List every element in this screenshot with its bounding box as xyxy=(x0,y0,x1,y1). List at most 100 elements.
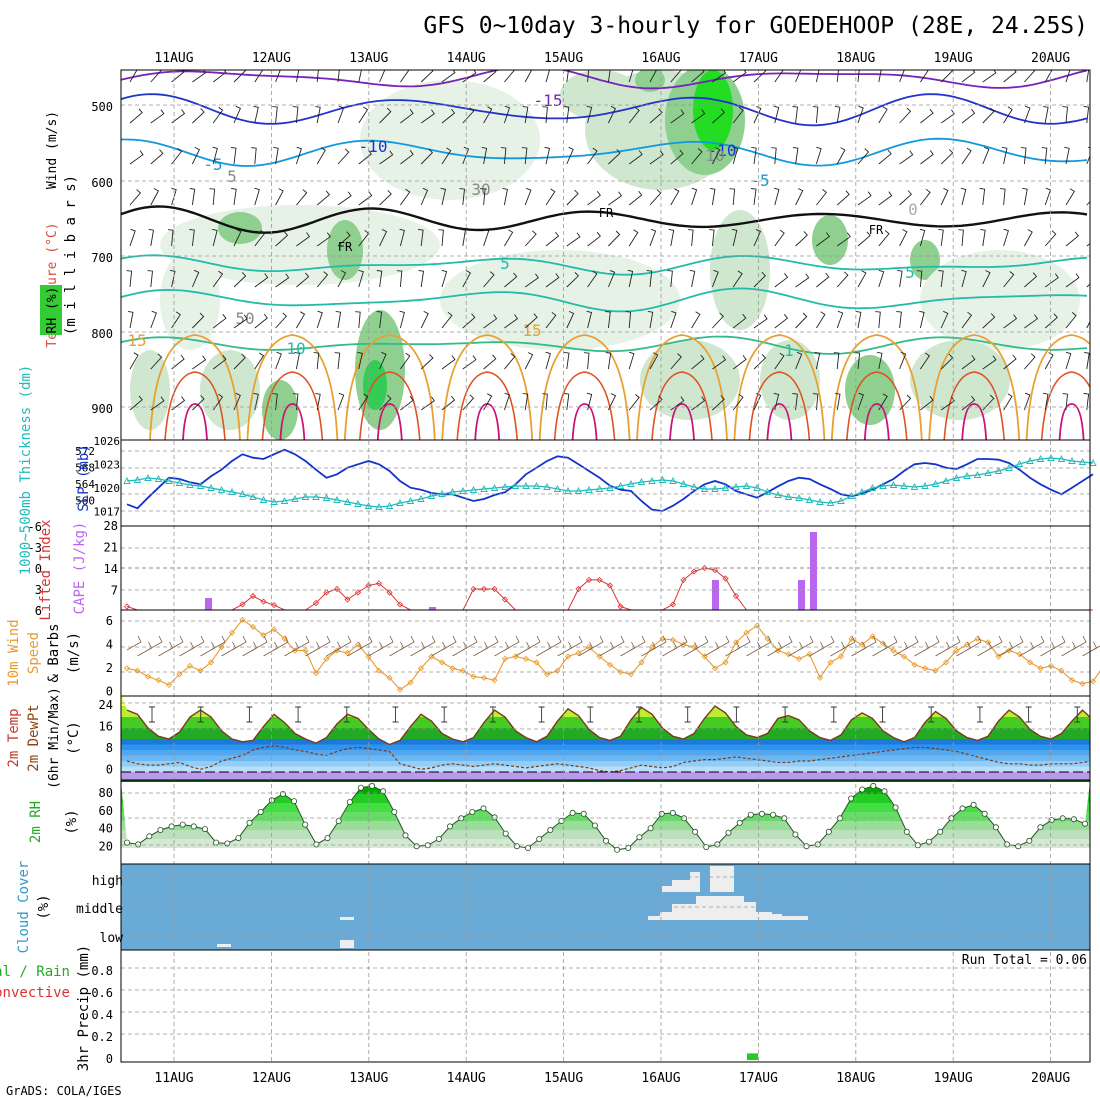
wind-barb xyxy=(441,70,456,83)
wind-barb xyxy=(878,269,885,288)
thickness-point xyxy=(375,503,383,510)
thickness-point xyxy=(396,499,404,506)
wind10-point xyxy=(837,653,845,660)
wind10-point xyxy=(207,659,215,666)
wind10-tick: 0 xyxy=(106,685,113,699)
wind-barb xyxy=(605,311,611,329)
li-point xyxy=(690,568,698,575)
temp2m-tick: 0 xyxy=(106,763,113,777)
thickness-point xyxy=(879,482,887,489)
wind-barb xyxy=(795,273,810,288)
date-labels-top: 11AUG 12AUG 13AUG 14AUG 15AUG 16AUG 17AUG 18AUG… xyxy=(154,51,1070,66)
rh2m-point xyxy=(736,819,743,826)
wind-barb xyxy=(481,146,488,165)
wind10-point xyxy=(449,665,456,672)
minmax-bar xyxy=(1025,706,1032,723)
wind-barb xyxy=(441,108,456,124)
li-point xyxy=(249,592,257,600)
wind10-point xyxy=(900,653,908,660)
wind-barb xyxy=(1065,312,1077,329)
wind-barb xyxy=(815,146,822,165)
wind-barb xyxy=(940,109,955,124)
cloud-block xyxy=(782,916,808,920)
wind-barb xyxy=(691,109,706,124)
wind-barb xyxy=(857,231,871,247)
thickness-point xyxy=(301,493,310,500)
wind-barb xyxy=(691,148,703,165)
wind-barb xyxy=(438,229,444,247)
wind-barb xyxy=(607,393,617,411)
thickness-point xyxy=(511,482,520,489)
wind-barb xyxy=(462,146,470,165)
wind-barb xyxy=(292,106,299,124)
rh2m-point xyxy=(391,809,398,816)
wind-barb xyxy=(834,105,841,124)
wind-barb xyxy=(296,311,306,329)
thickness-point xyxy=(585,486,593,493)
wind-barb xyxy=(296,232,311,247)
li-point xyxy=(596,576,603,583)
wind10-point xyxy=(1079,680,1086,687)
wind-barb xyxy=(148,228,155,247)
wind10-barb xyxy=(1092,645,1100,651)
wind10-point xyxy=(669,636,677,643)
minmax-bar xyxy=(246,706,253,723)
wind-barb xyxy=(816,272,830,288)
wind-barb xyxy=(400,70,410,83)
wind-barb xyxy=(295,70,300,83)
rh2m-point xyxy=(291,798,298,805)
wind-barb xyxy=(774,229,785,247)
rh2m-point xyxy=(469,809,476,816)
li-point xyxy=(606,582,614,589)
thickness-point xyxy=(763,488,772,495)
wind-barb xyxy=(771,147,777,165)
wind-barb xyxy=(504,229,514,247)
wind10-point xyxy=(249,623,257,630)
rh-blob xyxy=(560,70,640,120)
wind-barb xyxy=(504,314,519,329)
minmax-bar xyxy=(489,706,496,723)
wind-barb xyxy=(1065,273,1080,288)
temp-contour xyxy=(121,137,1088,167)
wind-barb xyxy=(316,147,326,165)
wind-barb xyxy=(233,229,242,247)
thickness-point xyxy=(259,496,268,503)
date-label: 12AUG xyxy=(252,1071,291,1086)
wind-barb xyxy=(128,310,134,329)
wind10-point xyxy=(218,643,225,651)
wind-barb xyxy=(982,270,991,288)
temp-contour xyxy=(121,254,1088,276)
wind-barb xyxy=(670,310,677,329)
wind-barb xyxy=(628,150,643,165)
wind-barb xyxy=(792,393,798,411)
wind10-point xyxy=(165,681,173,688)
wind-barb xyxy=(545,273,560,288)
temp-contour-25 xyxy=(669,403,695,440)
wind10-point xyxy=(732,639,740,646)
temp2m-label-1: 2m Temp xyxy=(6,708,22,767)
wind-barb xyxy=(628,106,640,124)
wind-barb xyxy=(147,270,153,288)
thickness-point xyxy=(522,482,530,489)
wind-barb xyxy=(1024,314,1039,329)
date-label: 14AUG xyxy=(447,51,486,66)
wind-barb xyxy=(316,190,331,206)
rh2m-point xyxy=(848,795,855,802)
wind-barb xyxy=(857,392,864,411)
wind-barb xyxy=(857,70,860,83)
minmax-bar xyxy=(343,706,350,723)
wind10-point xyxy=(848,635,855,642)
thickness-point xyxy=(459,487,467,494)
wind-barb xyxy=(961,355,976,370)
wind-barb xyxy=(379,107,392,124)
thickness-point xyxy=(165,477,173,484)
contour-label: 1 xyxy=(784,341,794,360)
wind-barb xyxy=(1044,352,1054,370)
wind10-point xyxy=(575,649,582,657)
wind-barb xyxy=(1000,188,1006,206)
wind-barb xyxy=(836,147,846,165)
pressure-tick: 900 xyxy=(91,402,113,416)
wind-barb xyxy=(441,311,453,329)
thickness-point xyxy=(144,474,152,481)
cloud-block xyxy=(672,880,692,892)
